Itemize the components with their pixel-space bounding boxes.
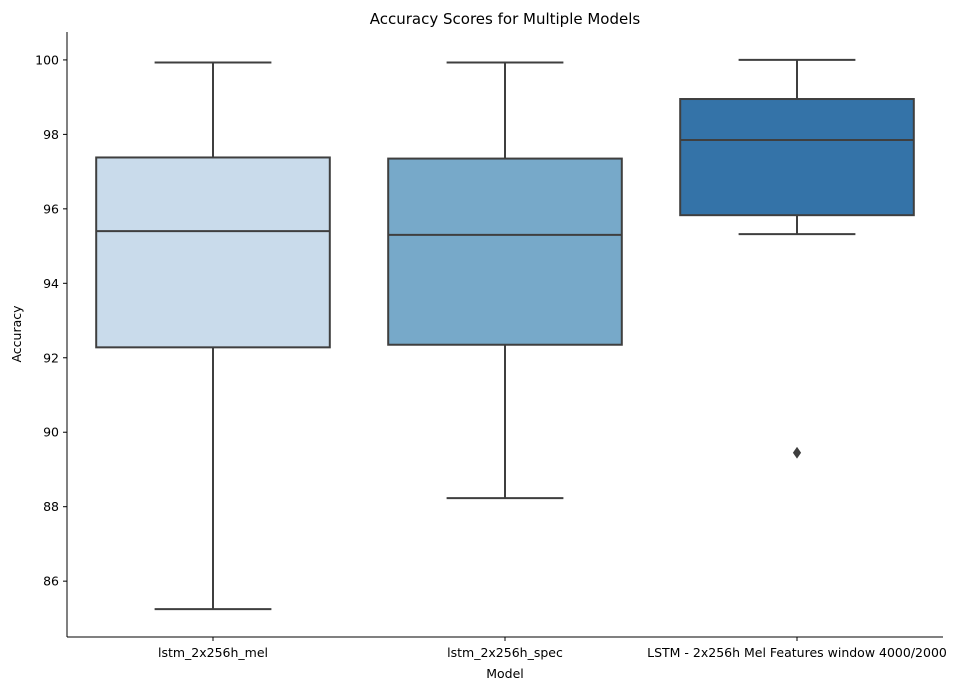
x-tick-label: LSTM - 2x256h Mel Features window 4000/2… <box>647 645 947 660</box>
y-tick-label: 86 <box>43 574 59 589</box>
x-tick-label: lstm_2x256h_spec <box>447 645 563 660</box>
y-tick-label: 90 <box>43 425 59 440</box>
y-tick-label: 96 <box>43 201 59 216</box>
iqr-box <box>387 157 623 346</box>
chart-title: Accuracy Scores for Multiple Models <box>370 10 641 28</box>
iqr-box <box>95 156 331 349</box>
outlier-point <box>792 446 802 459</box>
y-tick-label: 94 <box>43 276 59 291</box>
y-tick-label: 100 <box>35 52 59 67</box>
x-axis-ticks: lstm_2x256h_mel lstm_2x256h_spec LSTM - 2x… <box>158 637 947 660</box>
y-tick-label: 88 <box>43 499 59 514</box>
y-tick-label: 92 <box>43 350 59 365</box>
x-axis-label: Model <box>486 666 524 681</box>
box-group <box>679 58 915 459</box>
y-axis-label: Accuracy <box>9 305 24 363</box>
plot-area <box>95 58 915 611</box>
box-group <box>387 61 623 500</box>
x-tick-label: lstm_2x256h_mel <box>158 645 268 660</box>
box-group <box>95 61 331 611</box>
iqr-box <box>679 98 915 217</box>
y-axis-ticks: 86 88 90 92 94 96 98 100 <box>35 52 67 589</box>
y-tick-label: 98 <box>43 127 59 142</box>
